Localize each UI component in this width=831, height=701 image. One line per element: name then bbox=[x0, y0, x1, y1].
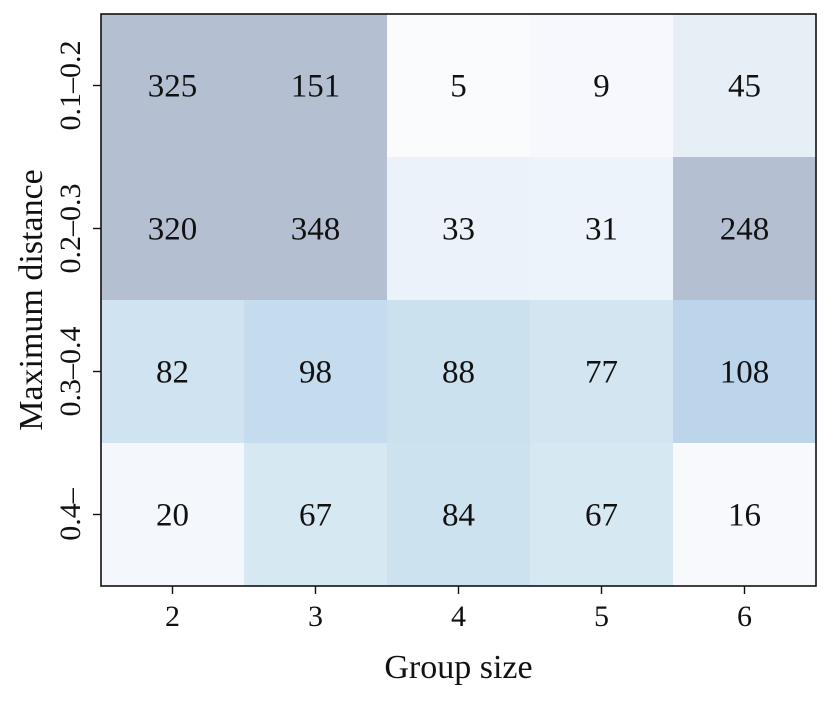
cell-value-label: 325 bbox=[148, 69, 198, 105]
cell-value-label: 45 bbox=[728, 69, 761, 105]
cell-value-label: 348 bbox=[291, 212, 341, 248]
cell-value-label: 82 bbox=[156, 355, 189, 391]
heatmap-cell bbox=[244, 157, 388, 301]
heatmap-cell bbox=[673, 443, 817, 587]
cell-value-label: 248 bbox=[720, 212, 770, 248]
cell-value-label: 151 bbox=[291, 69, 341, 105]
cell-value-label: 31 bbox=[585, 212, 618, 248]
x-axis-label: Group size bbox=[384, 649, 532, 686]
cell-value-label: 320 bbox=[148, 212, 198, 248]
x-tick-label: 4 bbox=[451, 600, 466, 633]
heatmap-cell bbox=[387, 300, 531, 444]
cell-value-label: 9 bbox=[593, 69, 610, 105]
cell-value-label: 88 bbox=[442, 355, 475, 391]
y-tick-label: 0.3–0.4 bbox=[54, 327, 87, 417]
x-tick-label: 5 bbox=[594, 600, 609, 633]
cell-value-label: 67 bbox=[299, 498, 332, 534]
cell-value-label: 16 bbox=[728, 498, 761, 534]
heatmap-cell bbox=[530, 300, 674, 444]
x-tick-label: 3 bbox=[308, 600, 323, 633]
cell-value-label: 77 bbox=[585, 355, 618, 391]
heatmap-cell bbox=[387, 14, 531, 158]
cell-value-label: 67 bbox=[585, 498, 618, 534]
cell-value-label: 84 bbox=[442, 498, 475, 534]
heatmap-cell bbox=[244, 14, 388, 158]
heatmap-cell bbox=[673, 300, 817, 444]
cell-value-label: 5 bbox=[450, 69, 467, 105]
heatmap-cell bbox=[101, 443, 245, 587]
heatmap-cell bbox=[530, 443, 674, 587]
cell-value-label: 20 bbox=[156, 498, 189, 534]
heatmap-cell bbox=[530, 157, 674, 301]
heatmap-cells bbox=[101, 14, 817, 587]
y-tick-label: 0.4– bbox=[54, 487, 87, 541]
heatmap-cell bbox=[530, 14, 674, 158]
heatmap-cell bbox=[673, 157, 817, 301]
heatmap-cell bbox=[244, 300, 388, 444]
cell-value-label: 33 bbox=[442, 212, 475, 248]
y-axis-ticks: 0.1–0.2 0.2–0.3 0.3–0.4 0.4– bbox=[54, 41, 101, 541]
y-tick-label: 0.2–0.3 bbox=[54, 184, 87, 274]
x-tick-label: 6 bbox=[737, 600, 752, 633]
cell-value-labels: 325 151 5 9 45 320 348 33 31 248 82 98 88 77 108 20 67 84… bbox=[148, 69, 770, 534]
cell-value-label: 108 bbox=[720, 355, 770, 391]
heatmap-cell bbox=[673, 14, 817, 158]
heatmap-cell bbox=[101, 14, 245, 158]
y-axis-label: Maximum distance bbox=[13, 169, 50, 431]
heatmap-cell bbox=[244, 443, 388, 587]
cell-value-label: 98 bbox=[299, 355, 332, 391]
heatmap-cell bbox=[387, 443, 531, 587]
heatmap-cell bbox=[387, 157, 531, 301]
heatmap-cell bbox=[101, 300, 245, 444]
heatmap-cell bbox=[101, 157, 245, 301]
x-tick-label: 2 bbox=[165, 600, 180, 633]
x-axis-ticks: 2 3 4 5 6 bbox=[165, 586, 752, 633]
y-tick-label: 0.1–0.2 bbox=[54, 41, 87, 131]
